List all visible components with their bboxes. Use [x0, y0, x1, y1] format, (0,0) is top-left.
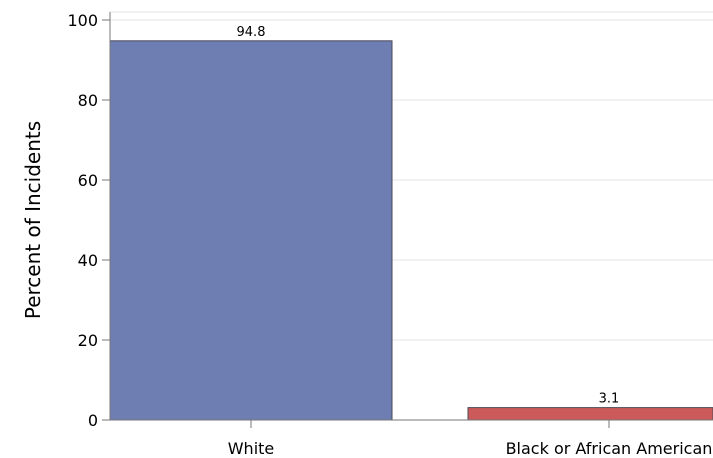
y-tick-label: 100 — [67, 11, 98, 30]
y-tick-label: 40 — [78, 251, 98, 270]
x-ticks: White Black or African American — [228, 420, 713, 458]
y-tick-label: 0 — [88, 411, 98, 430]
y-tick-label: 80 — [78, 91, 98, 110]
y-ticks: 0 20 40 60 80 100 — [67, 11, 110, 430]
data-label: 3.1 — [599, 392, 620, 407]
x-tick-label: White — [228, 439, 275, 458]
bar-black-or-african-american — [467, 407, 713, 421]
data-label: 94.8 — [237, 25, 266, 40]
bar-white — [109, 40, 393, 421]
axes — [109, 12, 713, 421]
y-tick-label: 20 — [78, 331, 98, 350]
data-labels: 94.8 3.1 — [237, 25, 620, 407]
bars — [109, 40, 713, 421]
x-tick-label: Black or African American — [506, 439, 713, 458]
y-axis-label: Percent of Incidents — [21, 121, 45, 319]
y-tick-label: 60 — [78, 171, 98, 190]
